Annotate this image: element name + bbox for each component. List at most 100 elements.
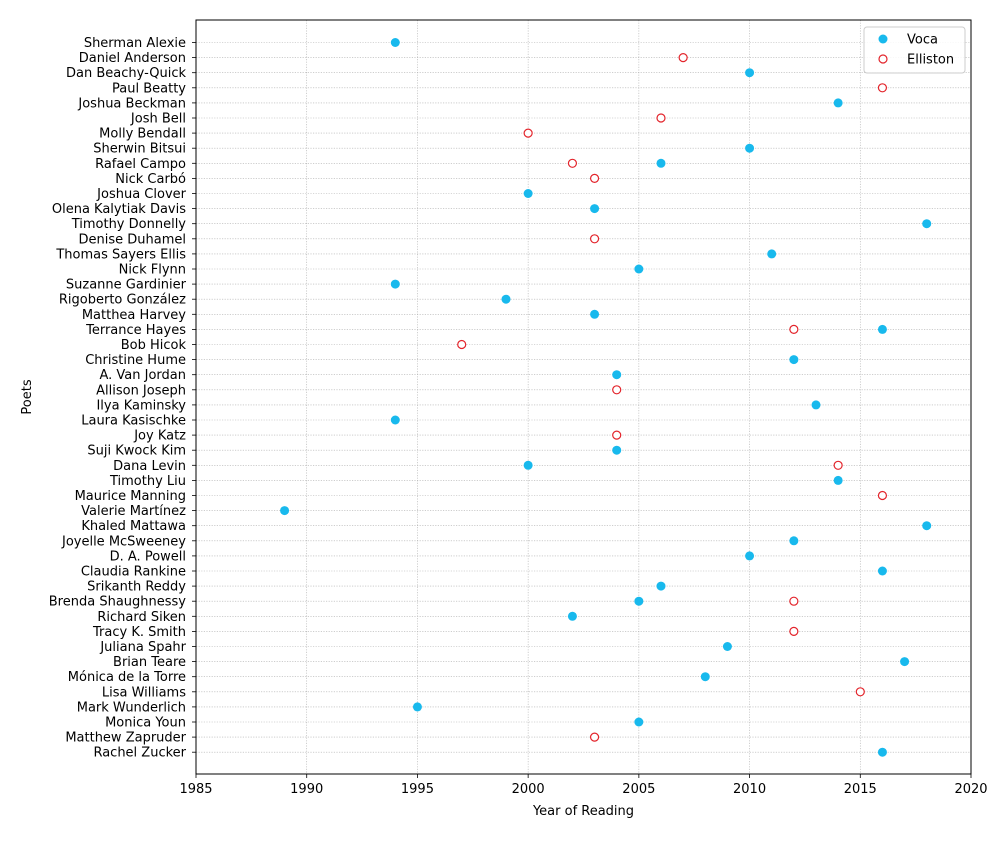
y-tick-label: Rafael Campo	[95, 157, 186, 172]
point-voca-ilya-kaminsky	[811, 400, 821, 410]
y-tick-label: Daniel Anderson	[79, 51, 186, 66]
point-voca-dana-levin	[523, 460, 533, 470]
y-tick-label: Denise Duhamel	[79, 232, 187, 247]
point-voca-claudia-rankine	[877, 566, 887, 576]
y-tick-label: Maurice Manning	[75, 489, 186, 504]
point-elliston-molly-bendall	[523, 128, 533, 138]
y-tick-label: Terrance Hayes	[85, 323, 186, 338]
point-voca-timothy-donnelly	[922, 219, 932, 229]
point-voca-rafael-campo	[656, 158, 666, 168]
x-axis-ticks: 1985 1990 1995 2000 2005 2010 2015 2020	[179, 774, 988, 797]
point-voca-mark-wunderlich	[412, 702, 422, 712]
y-tick-label: Khaled Mattawa	[81, 519, 186, 534]
y-tick-label: Dan Beachy-Quick	[66, 66, 186, 81]
y-tick-label: Suzanne Gardinier	[66, 278, 187, 293]
legend-marker-elliston	[878, 54, 888, 64]
y-tick-label: Timothy Liu	[109, 474, 186, 489]
y-tick-label: A. Van Jordan	[99, 368, 186, 383]
point-elliston-denise-duhamel	[589, 234, 600, 244]
point-voca-thomas-sayers-ellis	[767, 249, 777, 259]
point-voca-joshua-clover	[523, 189, 533, 198]
point-voca-valerie-martinez	[280, 506, 290, 516]
x-tick-label: 2010	[733, 782, 766, 797]
point-elliston-daniel-anderson	[678, 52, 688, 63]
y-tick-label: Paul Beatty	[112, 81, 186, 96]
y-tick-label: Laura Kasischke	[81, 414, 186, 429]
y-tick-label: Brenda Shaughnessy	[49, 595, 187, 610]
legend: Voca Elliston	[863, 26, 966, 74]
point-elliston-nick-carbo	[589, 173, 600, 183]
y-tick-label: Molly Bendall	[99, 127, 186, 142]
y-tick-label: Nick Carbó	[115, 172, 186, 187]
point-voca-juliana-spahr	[722, 642, 732, 651]
point-voca-matthea-harvey	[590, 309, 600, 319]
y-tick-label: Suji Kwock Kim	[87, 444, 186, 459]
point-voca-joshua-beckman	[833, 98, 843, 108]
y-tick-label: Richard Siken	[97, 610, 186, 625]
y-tick-label: Nick Flynn	[119, 263, 186, 278]
legend-label-voca: Voca	[907, 33, 938, 48]
point-voca-suzanne-gardinier	[390, 279, 400, 289]
y-tick-label: Mónica de la Torre	[68, 670, 186, 685]
y-tick-label: Monica Youn	[105, 716, 186, 731]
point-voca-suji-kwock-kim	[612, 445, 622, 455]
point-voca-monica-de-la-torre	[700, 672, 710, 682]
point-voca-christine-hume	[789, 355, 799, 365]
grid-lines	[195, 20, 972, 774]
data-points	[280, 38, 932, 757]
point-voca-dan-beachy-quick	[745, 68, 755, 78]
y-tick-label: Joshua Clover	[96, 187, 186, 202]
y-tick-label: Dana Levin	[113, 459, 186, 474]
y-tick-label: Olena Kalytiak Davis	[52, 202, 186, 217]
y-tick-label: Ilya Kaminsky	[96, 398, 186, 413]
y-tick-label: Matthew Zapruder	[65, 731, 186, 746]
x-tick-label: 1995	[401, 782, 434, 797]
y-tick-label: Joy Katz	[133, 429, 186, 444]
y-tick-label: Juliana Spahr	[99, 640, 186, 655]
point-voca-brenda-shaughnessy	[634, 596, 644, 606]
point-elliston-paul-beatty	[877, 83, 888, 93]
point-voca-rachel-zucker	[877, 747, 887, 757]
point-voca-olena-kalytiak-davis	[590, 204, 600, 214]
point-voca-d-a-powell	[745, 551, 755, 561]
y-tick-label: Sherman Alexie	[84, 36, 186, 51]
point-voca-brian-teare	[900, 657, 910, 667]
x-tick-label: 1985	[179, 782, 212, 797]
point-voca-nick-flynn	[634, 264, 644, 274]
y-tick-label: Josh Bell	[130, 112, 186, 127]
y-tick-label: Matthea Harvey	[82, 308, 186, 323]
point-elliston-terrance-hayes	[789, 324, 799, 334]
y-tick-label: Timothy Donnelly	[71, 217, 187, 232]
point-elliston-allison-joseph	[612, 385, 622, 395]
point-elliston-matthew-zapruder	[589, 732, 600, 742]
point-voca-joyelle-mcsweeney	[789, 536, 799, 546]
point-elliston-rafael-campo	[567, 158, 578, 168]
legend-marker-voca	[878, 34, 888, 44]
legend-label-elliston: Elliston	[907, 53, 954, 68]
point-voca-sherman-alexie	[390, 38, 400, 47]
y-tick-label: Thomas Sayers Ellis	[55, 247, 186, 262]
y-tick-label: Joshua Beckman	[77, 96, 186, 111]
point-voca-sherwin-bitsui	[745, 143, 755, 153]
y-tick-label: Joyelle McSweeney	[61, 534, 186, 549]
y-tick-label: Srikanth Reddy	[87, 580, 186, 595]
y-axis-label: Poets	[20, 379, 35, 414]
y-tick-label: Claudia Rankine	[81, 565, 186, 580]
point-voca-timothy-liu	[833, 475, 843, 485]
y-tick-label: Lisa Williams	[102, 685, 186, 700]
point-elliston-maurice-manning	[877, 490, 888, 501]
y-tick-label: Mark Wunderlich	[77, 700, 186, 715]
y-tick-label: Bob Hicok	[121, 338, 187, 353]
x-tick-label: 2000	[512, 782, 545, 797]
point-elliston-josh-bell	[656, 113, 666, 123]
point-voca-a-van-jordan	[612, 370, 622, 380]
plot-area	[195, 19, 972, 775]
x-tick-label: 2005	[622, 782, 655, 797]
x-axis-label: Year of Reading	[532, 804, 634, 819]
y-tick-label: Christine Hume	[85, 353, 186, 368]
point-elliston-bob-hicok	[457, 339, 467, 350]
point-voca-terrance-hayes	[877, 324, 887, 334]
